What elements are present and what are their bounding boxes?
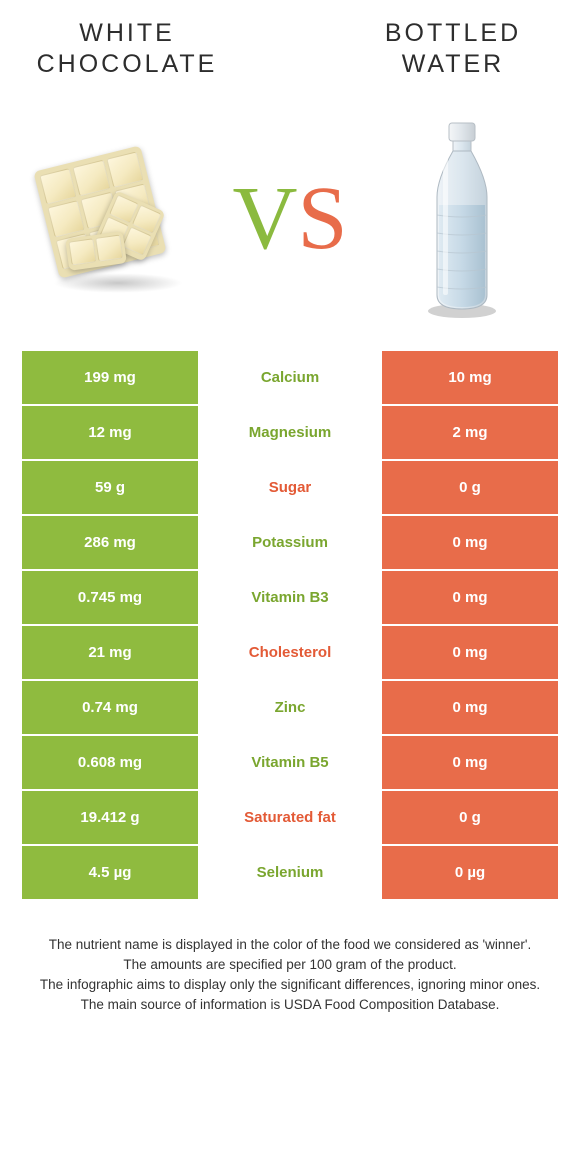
left-value: 0.608 mg: [22, 736, 198, 789]
note-line: The main source of information is USDA F…: [28, 995, 552, 1015]
vs-label: V S: [232, 174, 347, 264]
nutrient-label: Vitamin B3: [198, 571, 382, 624]
left-value: 19.412 g: [22, 791, 198, 844]
right-illustration: [372, 119, 552, 319]
left-title: WHITE CHOCOLATE: [22, 18, 232, 81]
nutrient-label: Calcium: [198, 351, 382, 404]
right-value: 0 µg: [382, 846, 558, 899]
table-row: 21 mgCholesterol0 mg: [22, 626, 558, 681]
table-row: 286 mgPotassium0 mg: [22, 516, 558, 571]
note-line: The amounts are specified per 100 gram o…: [28, 955, 552, 975]
right-value: 0 mg: [382, 736, 558, 789]
right-value: 2 mg: [382, 406, 558, 459]
table-row: 0.608 mgVitamin B50 mg: [22, 736, 558, 791]
left-value: 199 mg: [22, 351, 198, 404]
footer-notes: The nutrient name is displayed in the co…: [22, 935, 558, 1016]
left-illustration: [28, 139, 208, 299]
left-value: 0.74 mg: [22, 681, 198, 734]
titles-row: WHITE CHOCOLATE BOTTLED WATER: [22, 18, 558, 81]
note-line: The infographic aims to display only the…: [28, 975, 552, 995]
nutrient-label: Potassium: [198, 516, 382, 569]
nutrient-label: Selenium: [198, 846, 382, 899]
white-chocolate-icon: [33, 139, 203, 299]
left-value: 21 mg: [22, 626, 198, 679]
nutrient-label: Sugar: [198, 461, 382, 514]
vs-v: V: [232, 174, 297, 264]
right-value: 0 g: [382, 461, 558, 514]
table-row: 199 mgCalcium10 mg: [22, 351, 558, 406]
right-value: 10 mg: [382, 351, 558, 404]
table-row: 12 mgMagnesium2 mg: [22, 406, 558, 461]
note-line: The nutrient name is displayed in the co…: [28, 935, 552, 955]
hero-row: V S: [22, 119, 558, 319]
left-value: 286 mg: [22, 516, 198, 569]
right-value: 0 mg: [382, 626, 558, 679]
left-value: 12 mg: [22, 406, 198, 459]
table-row: 4.5 µgSelenium0 µg: [22, 846, 558, 901]
right-value: 0 mg: [382, 571, 558, 624]
left-value: 0.745 mg: [22, 571, 198, 624]
table-row: 19.412 gSaturated fat0 g: [22, 791, 558, 846]
nutrient-label: Zinc: [198, 681, 382, 734]
vs-s: S: [297, 174, 347, 264]
left-value: 59 g: [22, 461, 198, 514]
comparison-table: 199 mgCalcium10 mg12 mgMagnesium2 mg59 g…: [22, 351, 558, 901]
water-bottle-icon: [407, 119, 517, 319]
nutrient-label: Vitamin B5: [198, 736, 382, 789]
right-title: BOTTLED WATER: [348, 18, 558, 81]
right-value: 0 g: [382, 791, 558, 844]
right-value: 0 mg: [382, 516, 558, 569]
left-value: 4.5 µg: [22, 846, 198, 899]
table-row: 59 gSugar0 g: [22, 461, 558, 516]
table-row: 0.74 mgZinc0 mg: [22, 681, 558, 736]
nutrient-label: Saturated fat: [198, 791, 382, 844]
nutrient-label: Cholesterol: [198, 626, 382, 679]
table-row: 0.745 mgVitamin B30 mg: [22, 571, 558, 626]
right-value: 0 mg: [382, 681, 558, 734]
nutrient-label: Magnesium: [198, 406, 382, 459]
